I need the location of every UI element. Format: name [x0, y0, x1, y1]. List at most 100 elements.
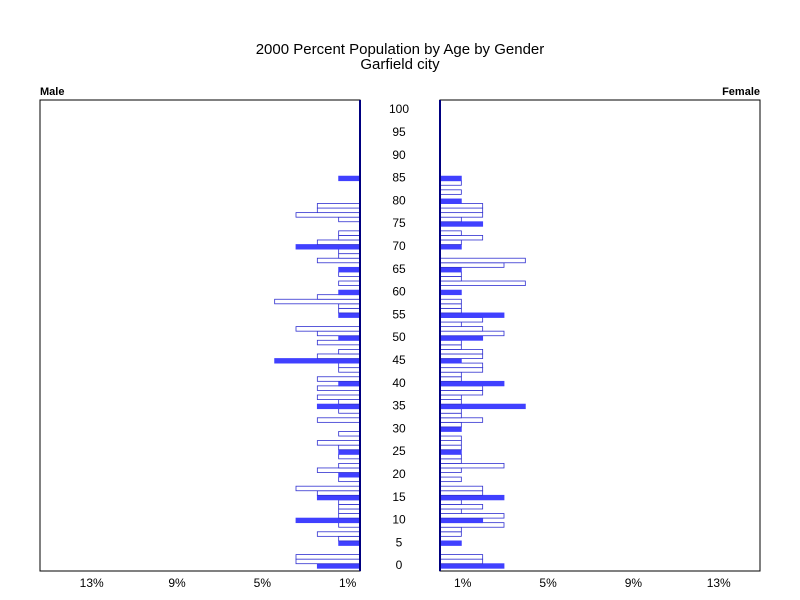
- bar: [338, 271, 361, 277]
- bar: [439, 517, 484, 524]
- bar: [338, 266, 361, 273]
- bar: [316, 467, 361, 473]
- bar: [439, 390, 484, 396]
- bar: [338, 408, 361, 414]
- y-tick-label: 0: [396, 558, 403, 572]
- bar: [338, 399, 361, 405]
- y-tick-label: 20: [392, 467, 406, 481]
- bar: [338, 508, 361, 514]
- bar: [439, 276, 462, 282]
- bar: [439, 563, 505, 569]
- bar: [439, 467, 462, 473]
- bar: [439, 280, 526, 286]
- bar: [338, 499, 361, 505]
- bar: [439, 522, 505, 528]
- bar: [439, 421, 462, 428]
- bar: [295, 212, 361, 218]
- bar: [316, 339, 361, 346]
- bar: [338, 303, 361, 309]
- bar: [439, 212, 484, 218]
- bar: [439, 508, 462, 514]
- bar: [439, 235, 484, 241]
- bar: [338, 230, 361, 236]
- y-tick-label: 55: [392, 307, 406, 321]
- bar: [439, 380, 505, 387]
- panel-label: Female: [722, 86, 760, 98]
- bar: [316, 531, 361, 537]
- bar: [439, 216, 462, 223]
- bar: [439, 335, 484, 341]
- bar: [439, 435, 462, 441]
- bar: [439, 266, 462, 273]
- y-tick-label: 75: [392, 216, 406, 230]
- bar: [439, 399, 462, 405]
- bar: [439, 558, 484, 565]
- bar: [338, 444, 361, 451]
- bar: [439, 367, 484, 373]
- x-tick-label: 9%: [168, 576, 186, 590]
- bar: [274, 358, 361, 364]
- bar: [439, 307, 462, 314]
- y-tick-label: 100: [389, 102, 409, 116]
- bar: [439, 385, 484, 391]
- bar: [295, 517, 361, 524]
- bar: [338, 312, 361, 318]
- y-tick-label: 5: [396, 535, 403, 549]
- bar: [316, 490, 361, 496]
- bar: [439, 180, 462, 186]
- bar: [439, 476, 462, 483]
- bar: [338, 535, 361, 542]
- bar: [338, 462, 361, 469]
- bar: [439, 198, 462, 204]
- bar: [439, 289, 462, 296]
- bar: [439, 353, 484, 359]
- bar: [316, 385, 361, 391]
- bar: [439, 444, 462, 451]
- bar: [439, 403, 526, 410]
- bar: [316, 563, 361, 569]
- bar: [338, 248, 361, 255]
- bar: [439, 490, 484, 496]
- bar: [439, 312, 505, 318]
- bar: [295, 558, 361, 565]
- x-tick-label: 1%: [454, 576, 472, 590]
- bar: [439, 453, 462, 460]
- bar: [316, 417, 361, 423]
- y-tick-label: 10: [392, 513, 406, 527]
- bar: [338, 504, 361, 510]
- bar: [316, 376, 361, 382]
- bar: [439, 244, 462, 250]
- chart-subtitle: Garfield city: [360, 56, 440, 73]
- bar: [439, 554, 484, 560]
- bar: [439, 271, 462, 277]
- bar: [439, 203, 484, 209]
- y-tick-label: 60: [392, 285, 406, 299]
- bar: [439, 526, 462, 533]
- bar: [439, 371, 462, 378]
- bar: [439, 189, 462, 195]
- bar: [338, 289, 361, 296]
- bar: [439, 317, 484, 323]
- y-tick-label: 30: [392, 421, 406, 435]
- bar: [439, 485, 484, 492]
- bar: [439, 257, 526, 264]
- bar: [439, 175, 462, 182]
- bar: [338, 349, 361, 355]
- bar: [316, 403, 361, 410]
- bar: [439, 513, 505, 519]
- bar: [338, 472, 361, 478]
- bar: [439, 303, 462, 309]
- bar: [439, 408, 462, 414]
- bar: [439, 440, 462, 446]
- bar: [295, 485, 361, 492]
- bar: [439, 458, 462, 464]
- bar: [338, 235, 361, 241]
- bar: [316, 440, 361, 446]
- y-tick-label: 40: [392, 376, 406, 390]
- bar: [338, 307, 361, 314]
- bar: [274, 298, 361, 305]
- bar: [439, 239, 462, 245]
- bar: [439, 376, 462, 382]
- x-tick-label: 9%: [625, 576, 643, 590]
